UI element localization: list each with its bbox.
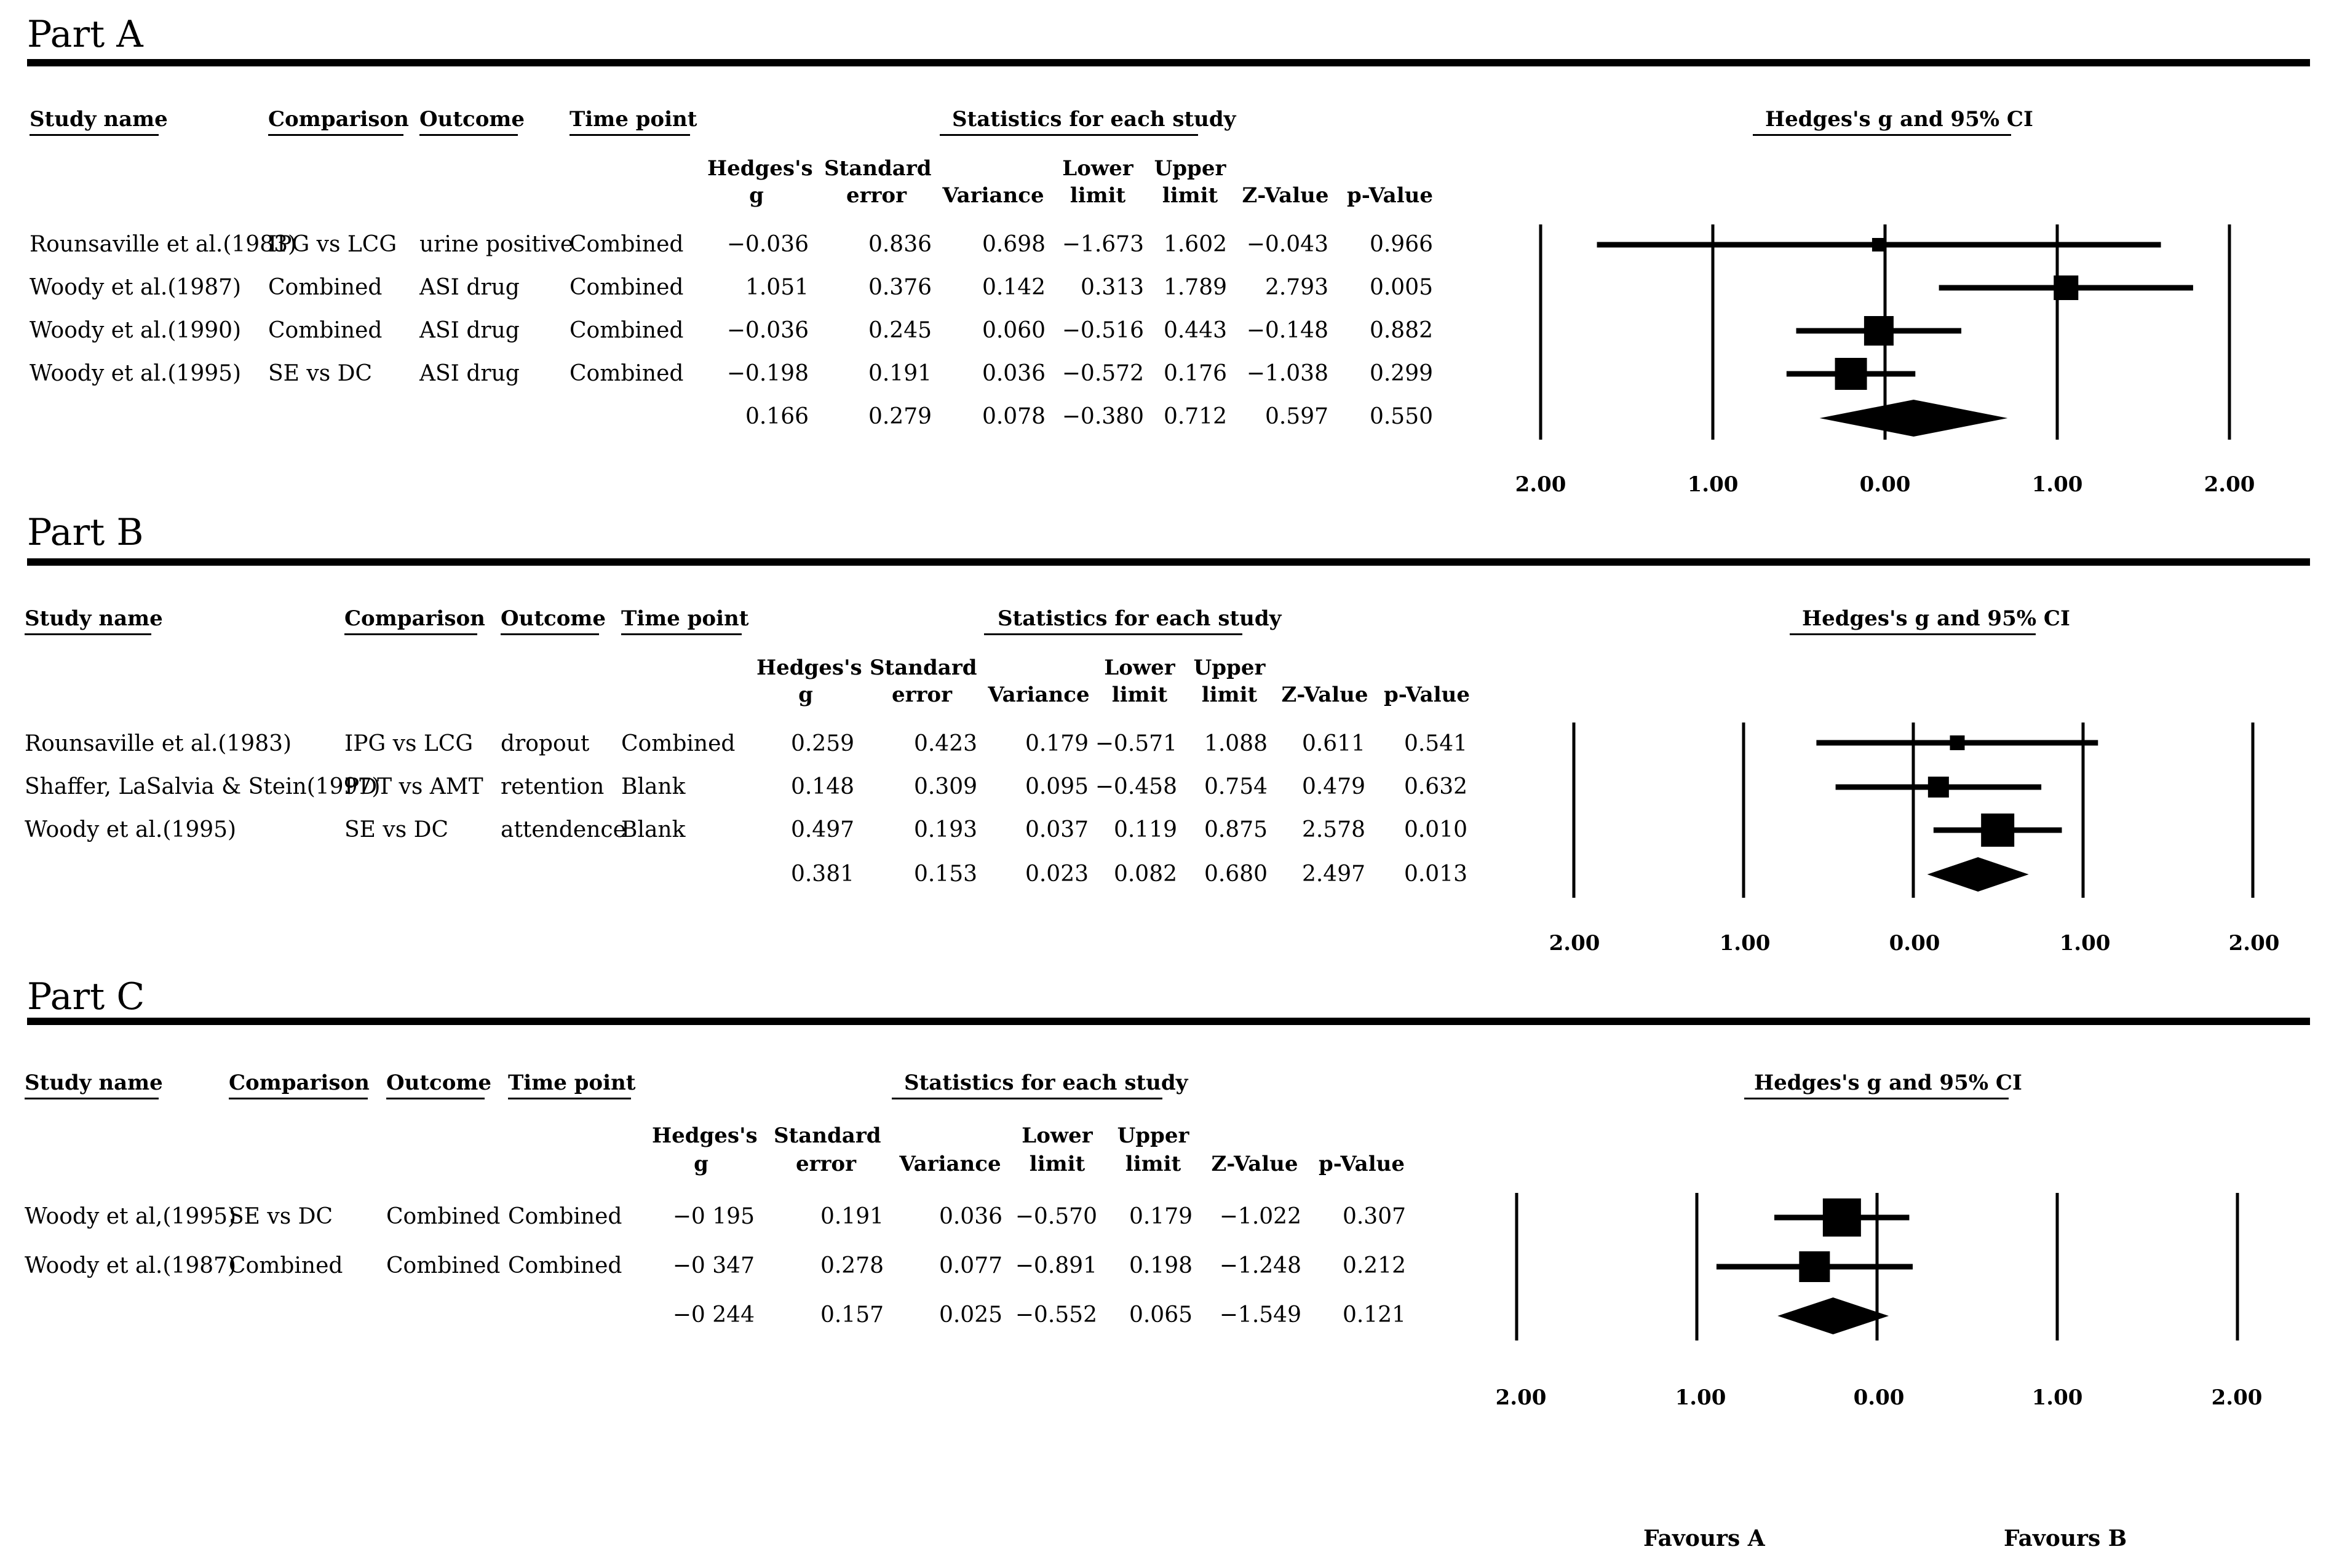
col-header-lower: Lower xyxy=(1104,655,1175,680)
col-header-lower: Lower xyxy=(1062,156,1133,181)
point-estimate-square xyxy=(1872,238,1886,251)
col-header-outcome: Outcome xyxy=(386,1071,492,1095)
point-estimate-square xyxy=(1981,814,2015,847)
axis-label: 1.00 xyxy=(2059,931,2111,956)
col-header-z: Z-Value xyxy=(1281,683,1368,707)
col-header-comparison: Comparison xyxy=(344,606,485,631)
col-header-p: p-Value xyxy=(1347,183,1433,208)
col-header-upper: Upper xyxy=(1193,655,1266,680)
axis-label: 0.00 xyxy=(1889,931,1940,956)
col-header-se2: error xyxy=(891,683,953,707)
col-header-z: Z-Value xyxy=(1242,183,1329,208)
point-estimate-square xyxy=(1822,1198,1861,1237)
forest-plot-part-c: Part C Study name Comparison Outcome Tim… xyxy=(0,968,2326,1436)
summary-diamond xyxy=(1927,857,2029,892)
axis-label: 2.00 xyxy=(1549,931,1600,956)
col-header-upper2: limit xyxy=(1125,1152,1181,1176)
divider-rule xyxy=(27,1018,2310,1025)
point-estimate-square xyxy=(1799,1251,1830,1282)
col-header-time-point: Time point xyxy=(570,107,697,132)
col-header-outcome: Outcome xyxy=(419,107,525,132)
col-header-g2: g xyxy=(749,183,764,208)
forest-plot-part-b: Part B Study name Comparison Outcome Tim… xyxy=(0,504,2326,972)
col-header-upper: Upper xyxy=(1117,1123,1189,1148)
col-header-variance: Variance xyxy=(988,683,1090,707)
forest-plot-svg xyxy=(1572,723,2255,898)
divider-rule xyxy=(27,558,2310,566)
summary-diamond xyxy=(1777,1297,1889,1334)
col-header-comparison: Comparison xyxy=(229,1071,370,1095)
point-estimate-square xyxy=(1864,316,1894,346)
col-header-outcome: Outcome xyxy=(501,606,606,631)
axis-label: 1.00 xyxy=(2031,1385,2083,1410)
col-header-study: Study name xyxy=(25,1071,163,1095)
col-header-g: Hedges's xyxy=(652,1123,758,1148)
axis-label: 2.00 xyxy=(1495,1385,1547,1410)
col-header-time-point: Time point xyxy=(508,1071,636,1095)
axis-label: 2.00 xyxy=(2228,931,2280,956)
col-header-g2: g xyxy=(694,1152,709,1176)
favours-b-label: Favours B xyxy=(2004,1526,2127,1551)
col-header-upper2: limit xyxy=(1162,183,1218,208)
forest-plot-svg xyxy=(1515,1193,2239,1340)
stats-header: Statistics for each study xyxy=(904,1071,1188,1095)
col-header-variance: Variance xyxy=(899,1152,1001,1176)
col-header-lower2: limit xyxy=(1111,683,1168,707)
col-header-se: Standard xyxy=(824,156,932,181)
col-header-se2: error xyxy=(795,1152,857,1176)
stats-header: Statistics for each study xyxy=(952,107,1236,132)
favours-a-label: Favours A xyxy=(1643,1526,1765,1551)
col-header-study: Study name xyxy=(25,606,163,631)
col-header-g: Hedges's xyxy=(707,156,813,181)
point-estimate-square xyxy=(1835,358,1867,390)
forest-plot-svg xyxy=(1539,224,2231,440)
col-header-g: Hedges's xyxy=(756,655,862,680)
col-header-se: Standard xyxy=(774,1123,881,1148)
divider-rule xyxy=(27,59,2310,66)
col-header-study: Study name xyxy=(30,107,168,132)
axis-label: 0.00 xyxy=(1859,472,1911,497)
axis-label: 1.00 xyxy=(1687,472,1739,497)
plot-title: Hedges's g and 95% CI xyxy=(1765,107,2033,132)
col-header-se: Standard xyxy=(870,655,977,680)
col-header-time-point: Time point xyxy=(621,606,749,631)
col-header-p: p-Value xyxy=(1384,683,1470,707)
plot-title: Hedges's g and 95% CI xyxy=(1802,606,2070,631)
col-header-lower2: limit xyxy=(1029,1152,1086,1176)
point-estimate-square xyxy=(2054,275,2079,300)
col-header-upper2: limit xyxy=(1201,683,1258,707)
col-header-upper: Upper xyxy=(1154,156,1226,181)
col-header-se2: error xyxy=(846,183,907,208)
col-header-g2: g xyxy=(798,683,813,707)
plot-title: Hedges's g and 95% CI xyxy=(1754,1071,2022,1095)
summary-diamond xyxy=(1819,400,2008,437)
point-estimate-square xyxy=(1950,735,1965,750)
axis-label: 2.00 xyxy=(2204,472,2255,497)
axis-label: 2.00 xyxy=(2211,1385,2263,1410)
axis-label: 1.00 xyxy=(1675,1385,1726,1410)
col-header-z: Z-Value xyxy=(1211,1152,1298,1176)
part-title: Part B xyxy=(27,511,144,554)
stats-header: Statistics for each study xyxy=(998,606,1282,631)
part-title: Part A xyxy=(27,13,143,56)
col-header-p: p-Value xyxy=(1319,1152,1405,1176)
forest-plot-part-a: Part A Study name Comparison Outcome Tim… xyxy=(0,0,2326,497)
axis-label: 1.00 xyxy=(2031,472,2083,497)
col-header-variance: Variance xyxy=(942,183,1044,208)
col-header-lower2: limit xyxy=(1070,183,1126,208)
part-title: Part C xyxy=(27,975,145,1018)
axis-label: 0.00 xyxy=(1853,1385,1905,1410)
axis-label: 1.00 xyxy=(1719,931,1771,956)
axis-label: 2.00 xyxy=(1515,472,1566,497)
point-estimate-square xyxy=(1927,777,1949,798)
col-header-lower: Lower xyxy=(1022,1123,1093,1148)
col-header-comparison: Comparison xyxy=(268,107,409,132)
